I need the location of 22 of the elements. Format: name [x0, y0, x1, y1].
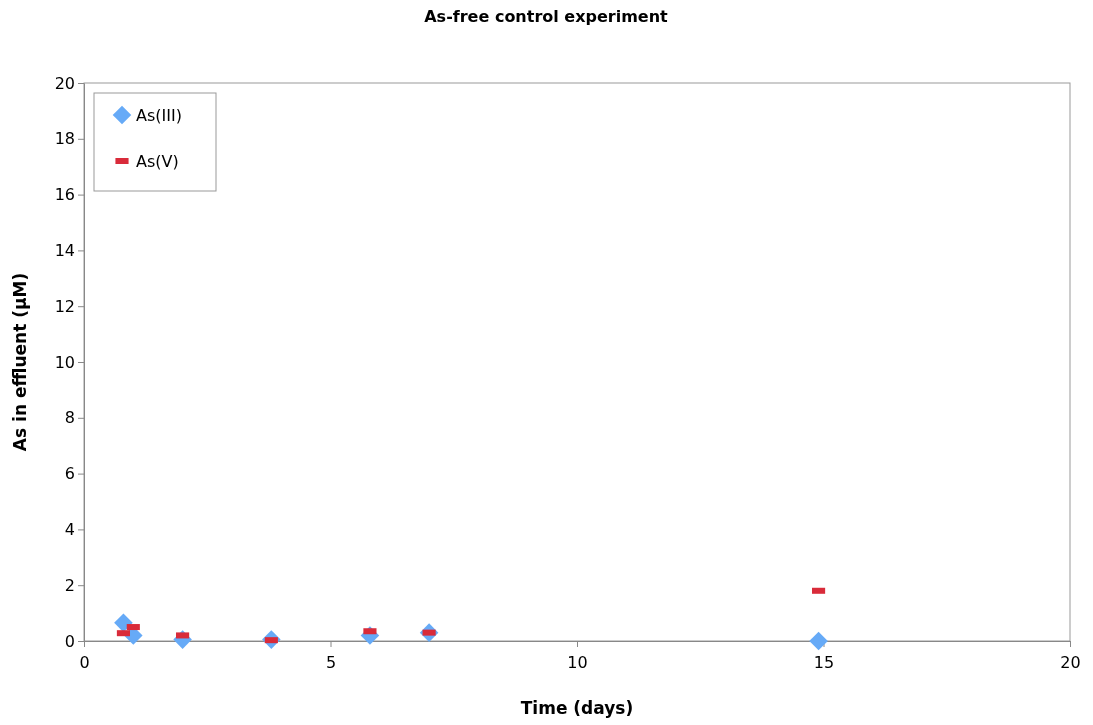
y-tick-label: 20 — [54, 73, 75, 93]
x-tick-label: 0 — [79, 652, 90, 672]
y-tick-label: 18 — [54, 129, 75, 149]
y-tick-label: 6 — [64, 464, 75, 484]
legend-label: As(V) — [136, 152, 179, 171]
y-tick-label: 2 — [64, 575, 75, 595]
y-tick-label: 10 — [54, 352, 75, 372]
y-tick-label: 12 — [54, 296, 75, 316]
y-tick-label: 14 — [54, 241, 75, 261]
y-tick-label: 4 — [64, 520, 75, 540]
x-tick-label: 10 — [567, 652, 588, 672]
x-tick-label: 5 — [325, 652, 337, 672]
x-tick-label: 15 — [813, 652, 835, 672]
x-axis-title: Time (days) — [520, 698, 634, 718]
y-tick-label: 8 — [64, 408, 75, 428]
y-tick-label: 16 — [54, 185, 75, 205]
point — [809, 631, 828, 651]
chart-title: As-free control experiment — [424, 7, 669, 26]
legend-label: As(III) — [136, 106, 182, 125]
y-tick-label: 0 — [64, 631, 75, 651]
y-axis-title: As in effluent (µM) — [10, 272, 30, 452]
x-tick-label: 20 — [1060, 652, 1081, 672]
